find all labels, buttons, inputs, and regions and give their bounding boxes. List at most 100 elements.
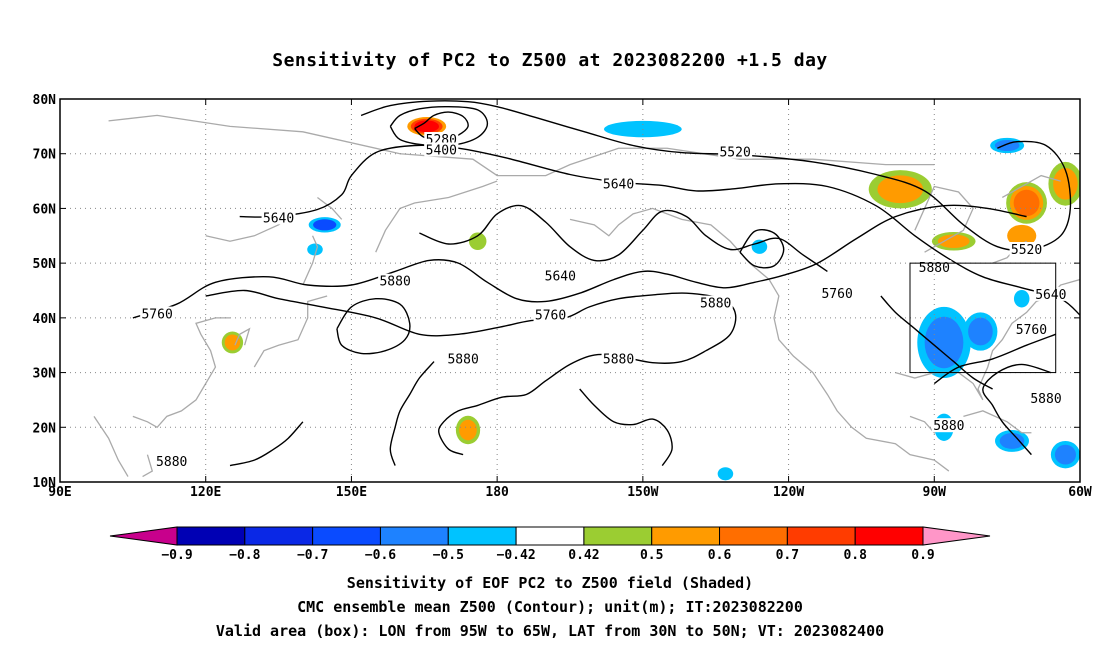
colorbar-bin	[515, 526, 585, 546]
valid-area-box	[909, 262, 1057, 374]
coastline	[302, 235, 319, 286]
contour-5760	[132, 204, 1027, 319]
colorbar-label: 0.9	[911, 548, 934, 563]
y-tick-label: 40N	[33, 312, 57, 327]
axis-ticks: 90E 120E 150E 180 150W 120W 90W 60W 10N 20N 30N 40N…	[33, 93, 1092, 500]
contour-label: 5640	[545, 269, 576, 284]
sensitivity-blob	[1013, 289, 1030, 308]
contour-label-bg	[1033, 286, 1068, 301]
colorbar-bin	[176, 526, 246, 546]
x-tick-label: 90E	[48, 485, 71, 500]
contour-label: 5880	[919, 261, 950, 276]
contour-5880	[982, 363, 1052, 456]
contour-5400	[389, 105, 489, 147]
colorbar-label: −0.9	[161, 548, 192, 563]
colorbar: −0.9 −0.8 −0.7 −0.6 −0.5 −0.42 0.42 0.5 0.6 0.7 0.…	[109, 526, 991, 563]
colorbar-label: −0.5	[433, 548, 464, 563]
x-tick-label: 150W	[627, 485, 658, 500]
contour-label-bg	[718, 144, 753, 159]
contour-label-bg	[1029, 390, 1063, 405]
contour-label: 5880	[933, 419, 964, 434]
chart-title: Sensitivity of PC2 to Z500 at 2023082200…	[272, 50, 828, 71]
contour-label-bg	[140, 306, 175, 321]
contour-5880	[389, 361, 435, 466]
sensitivity-blob	[937, 234, 970, 249]
plot-frame	[59, 98, 1081, 483]
gridline-layer	[60, 99, 1080, 482]
sensitivity-blob	[414, 120, 440, 133]
contour-label-bg	[533, 307, 568, 322]
contour-5880	[205, 289, 737, 456]
contour-label: 5400	[426, 143, 457, 158]
coastline	[317, 196, 343, 220]
sensitivity-blob	[751, 239, 768, 254]
sensitivity-blob	[999, 433, 1025, 449]
contour-label: 5640	[603, 177, 634, 192]
sensitivity-blob	[1013, 189, 1040, 217]
colorbar-bin	[379, 526, 449, 546]
coastline	[569, 207, 950, 472]
contour-label-bg	[446, 351, 481, 366]
x-tick-label: 180	[485, 485, 509, 500]
sensitivity-blob	[1007, 224, 1037, 247]
contour-label: 5520	[719, 146, 750, 161]
contour-label-bg	[1009, 242, 1044, 257]
coastline	[108, 114, 935, 177]
x-tick-label: 90W	[923, 485, 947, 500]
contour-label: 5760	[535, 309, 566, 324]
contour-label-bg	[543, 268, 578, 283]
colorbar-bin	[244, 526, 314, 546]
contour-label-bg	[424, 142, 459, 157]
coastline	[93, 415, 129, 477]
y-tick-label: 70N	[33, 148, 57, 163]
sensitivity-blob	[717, 467, 734, 481]
coastline	[914, 185, 974, 253]
coastline	[375, 180, 498, 253]
caption-line-2: CMC ensemble mean Z500 (Contour); unit(m…	[297, 598, 803, 616]
colorbar-label: 0.5	[640, 548, 663, 563]
contour-label-bg	[820, 285, 855, 300]
coastline	[1001, 174, 1061, 199]
contour-label-bg	[601, 351, 636, 366]
colorbar-bin	[583, 526, 653, 546]
colorbar-label: −0.42	[497, 548, 536, 563]
sensitivity-blob	[307, 243, 323, 256]
colorbar-bin	[651, 526, 721, 546]
sensitivity-blob	[877, 175, 924, 204]
colorbar-label: 0.8	[843, 548, 867, 563]
colorbar-bin	[786, 526, 856, 546]
contour-5520	[360, 100, 1072, 252]
colorbar-label: −0.8	[229, 548, 260, 563]
colorbar-bin	[719, 526, 788, 546]
plot-border	[59, 98, 1081, 483]
contour-5760	[933, 333, 1056, 385]
contour-label: 5760	[821, 287, 852, 302]
shading-layer	[221, 117, 1080, 481]
contour-5760	[739, 229, 785, 269]
contour-layer	[132, 100, 1080, 467]
contour-label: 5880	[1030, 392, 1061, 407]
contour-label-bg	[698, 295, 733, 310]
contour-label-bg	[378, 273, 413, 288]
y-tick-label: 10N	[33, 476, 57, 491]
contour-label-bg	[601, 176, 636, 191]
sensitivity-blob	[1054, 444, 1076, 465]
contour-5880	[336, 297, 411, 355]
coastline	[142, 454, 154, 478]
y-tick-label: 20N	[33, 421, 57, 436]
contour-5880	[229, 421, 304, 467]
sensitivity-blob	[1053, 167, 1078, 200]
colorbar-label: −0.6	[365, 548, 396, 563]
contour-label-bg	[931, 418, 966, 433]
contour-5880	[880, 295, 993, 390]
caption-line-1: Sensitivity of EOF PC2 to Z500 field (Sh…	[346, 574, 754, 592]
colorbar-bin	[854, 526, 924, 546]
contour-label: 5880	[156, 455, 187, 470]
colorbar-label: 0.42	[568, 548, 599, 563]
coastline	[963, 410, 1032, 434]
caption-line-3: Valid area (box): LON from 95W to 65W, L…	[215, 622, 885, 640]
sensitivity-blob	[468, 232, 487, 251]
x-tick-label: 120W	[773, 485, 804, 500]
y-tick-label: 60N	[33, 202, 57, 217]
